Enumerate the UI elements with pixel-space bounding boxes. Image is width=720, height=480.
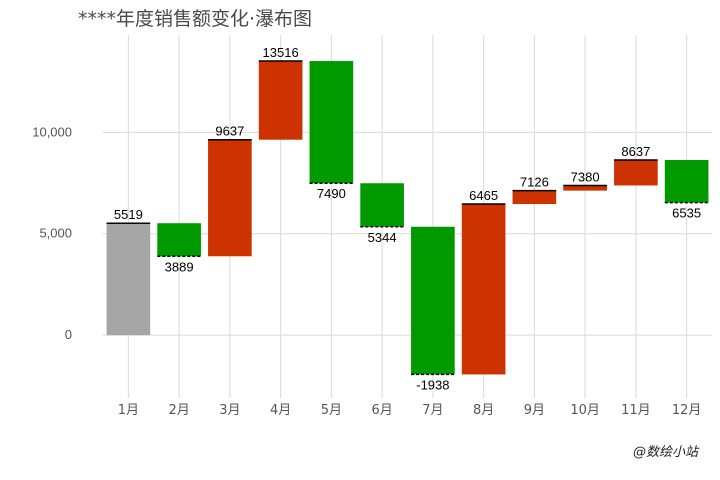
- waterfall-bar: [563, 185, 607, 191]
- x-tick-label: 1月: [118, 403, 139, 418]
- chart-title: ****年度销售额变化·瀑布图: [78, 8, 313, 30]
- data-label: 13516: [263, 45, 299, 60]
- data-label: 6465: [469, 188, 498, 203]
- waterfall-bar: [360, 183, 404, 227]
- data-labels: 5519 3889 9637 13516 7490 5344 -1938 6465 7126 73…: [114, 45, 701, 392]
- waterfall-bar: [309, 61, 354, 184]
- waterfall-bar: [157, 223, 201, 257]
- data-label: 3889: [165, 259, 194, 274]
- waterfall-bar: [411, 226, 455, 375]
- axis-ticks: 0 5,000 10,000 1月 2月 3月 4月 5月 6月 7月 8月 9月 10月 11月 12月: [32, 124, 701, 418]
- waterfall-bar: [106, 223, 151, 336]
- y-tick-label: 10,000: [32, 124, 72, 139]
- bars: [106, 60, 709, 376]
- waterfall-bar: [614, 159, 658, 186]
- x-tick-label: 10月: [570, 403, 600, 418]
- x-tick-label: 6月: [371, 403, 392, 418]
- x-tick-label: 5月: [321, 403, 342, 418]
- x-tick-label: 2月: [168, 403, 189, 418]
- waterfall-bar: [512, 190, 557, 205]
- data-label: 7126: [520, 175, 549, 190]
- data-label: 5519: [114, 207, 143, 222]
- waterfall-bar: [461, 204, 506, 375]
- data-label: 5344: [368, 230, 397, 245]
- data-label: 7380: [571, 169, 600, 184]
- waterfall-bar: [664, 159, 709, 203]
- waterfall-bar: [208, 139, 252, 257]
- x-tick-label: 3月: [219, 403, 240, 418]
- x-tick-label: 9月: [524, 403, 545, 418]
- x-tick-label: 8月: [473, 403, 494, 418]
- data-label: 8637: [621, 144, 650, 159]
- data-label: -1938: [416, 377, 449, 392]
- data-label: 9637: [215, 124, 244, 139]
- data-label: 7490: [317, 186, 346, 201]
- data-label: 6535: [672, 206, 701, 221]
- y-tick-label: 5,000: [39, 226, 72, 241]
- waterfall-bar: [258, 61, 303, 140]
- x-tick-label: 12月: [672, 403, 702, 418]
- watermark: @数绘小站: [632, 445, 698, 460]
- x-tick-label: 4月: [270, 403, 291, 418]
- y-tick-label: 0: [65, 327, 72, 342]
- grid-lines: [103, 35, 712, 398]
- x-tick-label: 7月: [422, 403, 443, 418]
- x-tick-label: 11月: [621, 403, 651, 418]
